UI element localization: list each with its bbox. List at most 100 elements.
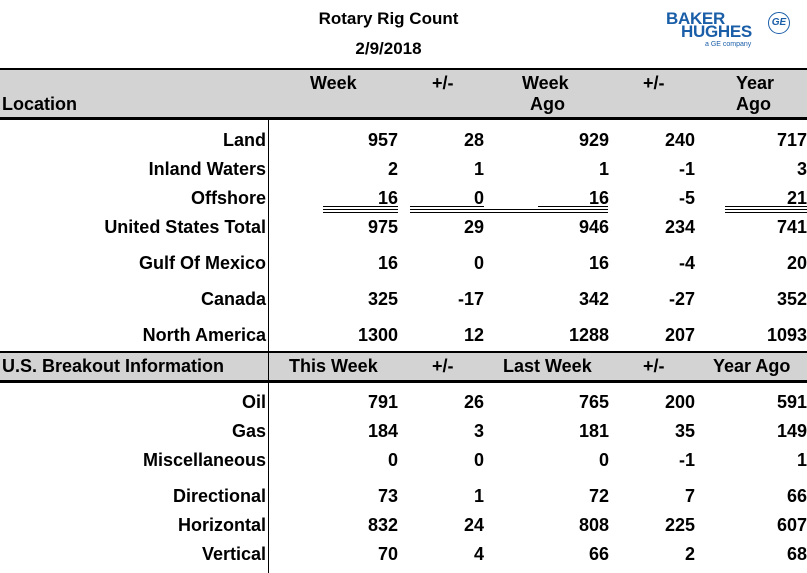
col-plusminus-2: +/-	[643, 356, 665, 376]
cell-year-ago: 1	[796, 450, 807, 470]
cell-year-ago: 21	[786, 188, 807, 208]
table2-header-band	[0, 352, 807, 381]
report-date: 2/9/2018	[355, 39, 422, 58]
table1-top-rule	[0, 68, 807, 70]
col-us-breakout: U.S. Breakout Information	[2, 356, 225, 376]
cell-this-week: 70	[377, 544, 398, 564]
ge-logo-icon: GE	[768, 12, 790, 34]
cell-year-ago: 591	[776, 392, 807, 412]
row-label: Horizontal	[178, 515, 266, 535]
col-location: Location	[2, 94, 77, 114]
cell-year-ago: 1093	[766, 325, 807, 345]
cell-change-week: 12	[463, 325, 484, 345]
label-divider-bottom	[268, 383, 269, 573]
cell-week-ago: 946	[578, 217, 609, 237]
cell-this-week: 73	[377, 486, 398, 506]
col-plusminus-1: +/-	[432, 73, 454, 93]
table2-top-rule	[0, 351, 807, 353]
row-label: Vertical	[201, 544, 266, 564]
table2-header-divider	[268, 352, 269, 381]
row-label: Inland Waters	[148, 159, 266, 179]
cell-week-ago: 16	[588, 253, 609, 273]
report-title: Rotary Rig Count	[318, 9, 459, 28]
cell-last-week: 0	[598, 450, 609, 470]
col-last-week: Last Week	[503, 356, 592, 376]
cell-change-year: 240	[664, 130, 695, 150]
subtotal-underline-week	[323, 206, 398, 207]
row-label: Land	[223, 130, 266, 150]
cell-week-ago: 1	[598, 159, 609, 179]
cell-last-week: 72	[588, 486, 609, 506]
subtotal-double-rule-year	[725, 209, 807, 213]
table1-header-band	[0, 69, 807, 118]
cell-change-week: 4	[473, 544, 484, 564]
row-label: Miscellaneous	[142, 450, 266, 470]
cell-week: 16	[377, 188, 398, 208]
logo-hughes: HUGHES	[681, 22, 752, 41]
cell-change-year: 7	[684, 486, 695, 506]
col-year-ago: Year Ago	[713, 356, 791, 376]
col-plusminus-2: +/-	[643, 73, 665, 93]
cell-change-week: 28	[463, 130, 484, 150]
cell-change-week: 0	[473, 450, 484, 470]
col-week: Week	[310, 73, 357, 93]
subtotal-underline-pm1	[410, 206, 484, 207]
cell-change-week: 3	[473, 421, 484, 441]
cell-change-week: 0	[473, 188, 484, 208]
row-label: Gas	[231, 421, 266, 441]
col-year-ago-line2: Ago	[736, 94, 771, 114]
row-label: Oil	[241, 392, 266, 412]
cell-year-ago: 20	[786, 253, 807, 273]
cell-change-week: 1	[473, 486, 484, 506]
col-week-ago-line2: Ago	[530, 94, 565, 114]
row-label: North America	[142, 325, 266, 345]
subtotal-underline-ago	[538, 206, 608, 207]
row-label: Gulf Of Mexico	[138, 253, 266, 273]
cell-week: 1300	[357, 325, 398, 345]
cell-change-week: 1	[473, 159, 484, 179]
row-label: Canada	[200, 289, 266, 309]
cell-change-year: -27	[668, 289, 695, 309]
row-label: Directional	[172, 486, 266, 506]
cell-week-ago: 1288	[568, 325, 609, 345]
cell-change-year: 200	[664, 392, 695, 412]
subtotal-underline-year	[725, 206, 807, 207]
cell-week: 325	[367, 289, 398, 309]
cell-year-ago: 607	[776, 515, 807, 535]
cell-year-ago: 741	[776, 217, 807, 237]
row-label: United States Total	[104, 217, 266, 237]
cell-last-week: 181	[578, 421, 609, 441]
cell-last-week: 765	[578, 392, 609, 412]
cell-year-ago: 66	[786, 486, 807, 506]
row-label: Offshore	[190, 188, 266, 208]
cell-change-year: 35	[674, 421, 695, 441]
cell-change-week: 0	[473, 253, 484, 273]
cell-this-week: 791	[367, 392, 398, 412]
logo-subtitle: a GE company	[705, 41, 752, 48]
cell-last-week: 66	[588, 544, 609, 564]
cell-year-ago: 68	[786, 544, 807, 564]
cell-week: 16	[377, 253, 398, 273]
cell-change-year: 207	[664, 325, 695, 345]
label-divider-top	[268, 120, 269, 352]
table2-header-rule	[0, 380, 807, 383]
cell-change-year: -4	[678, 253, 695, 273]
subtotal-double-rule-week	[323, 209, 398, 213]
subtotal-double-rule-ago	[538, 209, 608, 213]
cell-this-week: 0	[387, 450, 398, 470]
cell-week: 2	[387, 159, 398, 179]
cell-last-week: 808	[578, 515, 609, 535]
cell-change-week: 24	[463, 515, 484, 535]
cell-change-year: -5	[678, 188, 695, 208]
cell-year-ago: 717	[776, 130, 807, 150]
cell-year-ago: 149	[776, 421, 807, 441]
table1-header-rule	[0, 117, 807, 120]
cell-week-ago: 342	[578, 289, 609, 309]
cell-this-week: 832	[367, 515, 398, 535]
cell-week-ago: 929	[578, 130, 609, 150]
cell-year-ago: 352	[776, 289, 807, 309]
col-year-ago-line1: Year	[736, 73, 775, 93]
cell-change-week: 29	[463, 217, 484, 237]
cell-week: 957	[367, 130, 398, 150]
subtotal-double-rule-mid	[410, 209, 538, 213]
